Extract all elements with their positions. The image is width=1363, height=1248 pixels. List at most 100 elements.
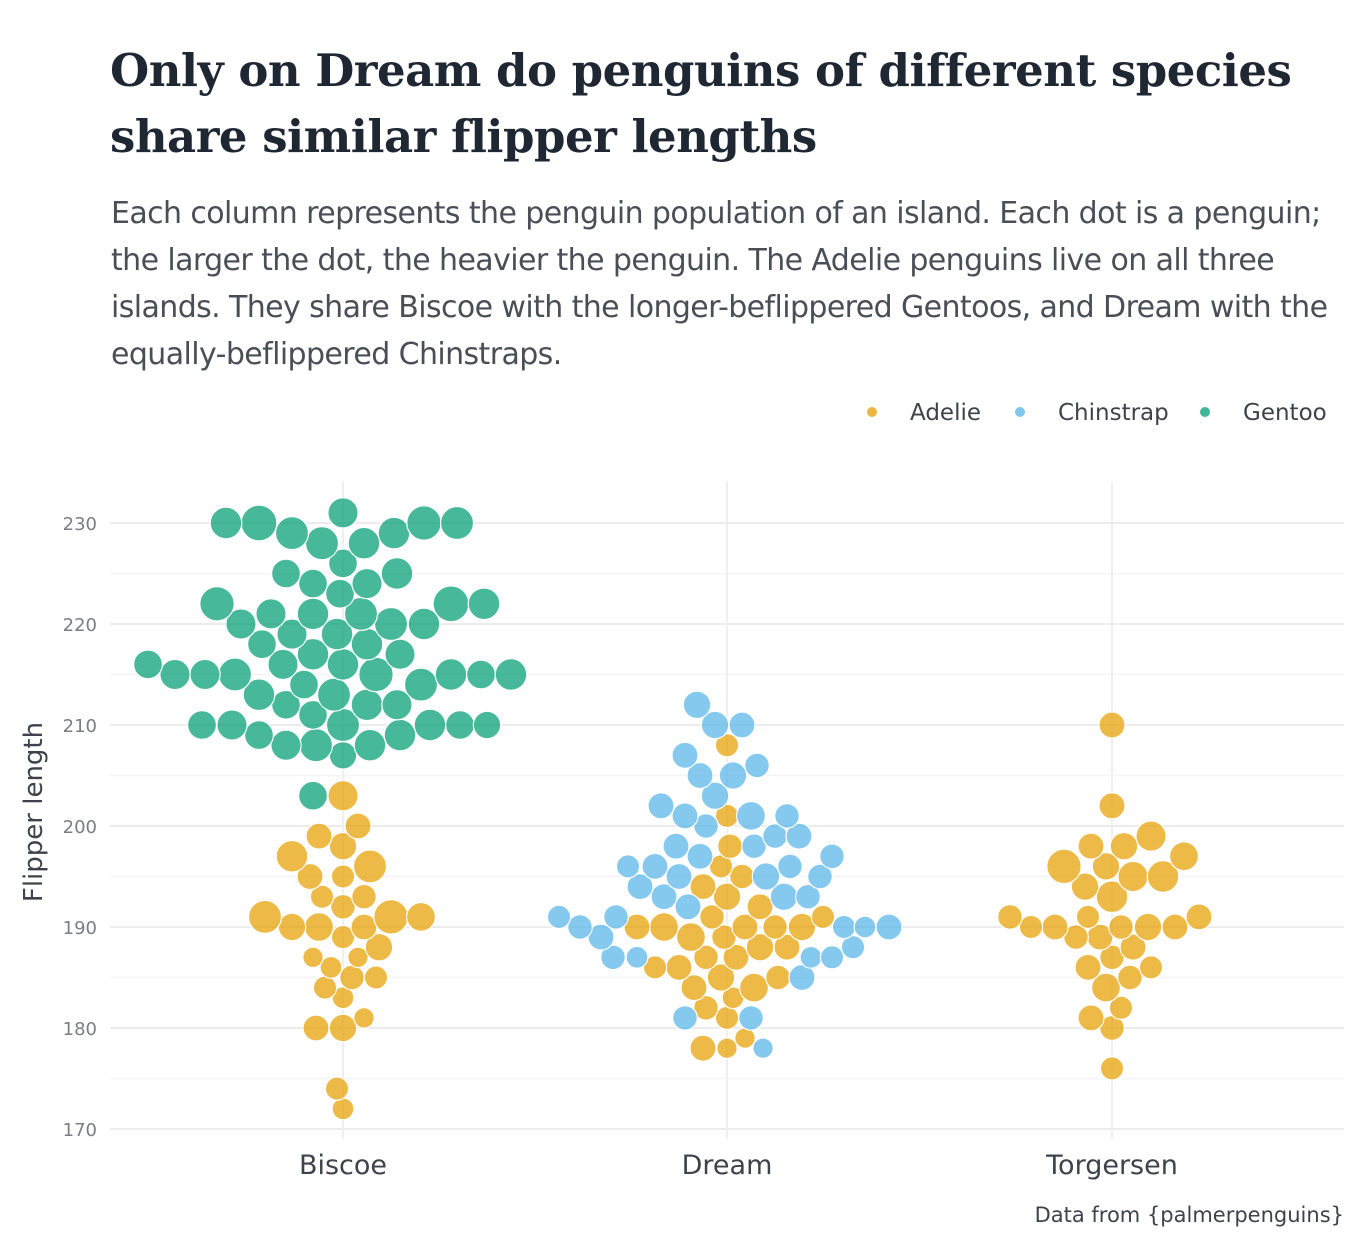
point-gentoo (494, 658, 528, 691)
point-chinstrap (777, 853, 803, 880)
point-adelie (309, 884, 335, 909)
point-adelie (1077, 832, 1105, 860)
point-adelie (1135, 820, 1167, 852)
point-gentoo (347, 526, 381, 560)
point-gentoo (296, 637, 330, 671)
x-axis-ticks: Biscoe Dream Torgersen (299, 1150, 1178, 1181)
point-gentoo (327, 497, 359, 529)
point-adelie (773, 933, 801, 961)
point-adelie (1146, 860, 1180, 893)
point-chinstrap (615, 854, 641, 879)
point-adelie (1075, 904, 1101, 930)
point-chinstrap (603, 904, 629, 930)
point-gentoo (244, 720, 275, 751)
point-chinstrap (744, 752, 770, 779)
point-chinstrap (799, 945, 823, 969)
legend-label-gentoo: Gentoo (1243, 400, 1327, 426)
chart-subtitle: Each column represents the penguin popul… (111, 196, 1328, 372)
point-adelie (1090, 972, 1121, 1003)
point-adelie (648, 911, 679, 942)
point-gentoo (242, 678, 276, 712)
point-gentoo (216, 709, 248, 741)
y-tick-label: 180 (63, 1019, 97, 1040)
point-adelie (363, 965, 389, 990)
point-gentoo (373, 606, 409, 642)
point-adelie (693, 944, 719, 971)
legend-swatch-adelie (867, 407, 877, 417)
point-gentoo (316, 677, 352, 712)
point-gentoo (328, 740, 358, 770)
point-adelie (997, 904, 1023, 930)
point-adelie (738, 972, 769, 1003)
point-adelie (330, 864, 356, 889)
point-adelie (1138, 955, 1164, 980)
point-gentoo (133, 649, 164, 680)
point-adelie (331, 986, 355, 1010)
point-chinstrap (650, 883, 678, 911)
point-chinstrap (795, 883, 821, 910)
point-adelie (1108, 914, 1134, 940)
y-tick-label: 230 (63, 514, 97, 535)
caption: Data from {palmerpenguins} (1035, 1203, 1344, 1227)
point-adelie (327, 780, 359, 812)
point-adelie (680, 973, 708, 1002)
point-adelie (1109, 831, 1139, 861)
point-chinstrap (641, 852, 669, 881)
point-chinstrap (853, 915, 877, 939)
point-gentoo (189, 658, 221, 691)
point-gentoo (209, 506, 243, 540)
point-adelie (330, 924, 356, 950)
point-chinstrap (686, 761, 714, 790)
point-adelie (706, 963, 736, 992)
point-gentoo (159, 658, 191, 691)
point-adelie (762, 914, 788, 940)
point-chinstrap (785, 822, 813, 850)
y-axis-title: Flipper length (19, 722, 49, 902)
point-chinstrap (718, 761, 748, 790)
point-gentoo (384, 638, 416, 671)
point-adelie (1099, 1056, 1125, 1081)
x-tick-label: Biscoe (299, 1150, 387, 1181)
point-gentoo (274, 515, 310, 551)
point-adelie (1046, 848, 1082, 885)
point-adelie (319, 955, 343, 979)
point-gentoo (271, 558, 302, 589)
point-chinstrap (671, 741, 699, 769)
point-gentoo (296, 597, 330, 631)
point-chinstrap (738, 1005, 764, 1031)
point-adelie (302, 1014, 330, 1042)
point-adelie (304, 911, 335, 942)
point-chinstrap (700, 781, 730, 810)
point-chinstrap (626, 872, 654, 901)
point-gentoo (247, 629, 278, 660)
point-gentoo (320, 617, 354, 651)
point-gentoo (328, 548, 359, 579)
point-adelie (364, 932, 394, 962)
point-gentoo (298, 699, 329, 730)
chart-title: Only on Dream do penguins of different s… (110, 44, 1292, 163)
point-gentoo (240, 504, 278, 542)
point-gentoo (467, 587, 501, 621)
point-gentoo (225, 608, 257, 640)
point-gentoo (304, 526, 340, 561)
point-chinstrap (788, 963, 816, 992)
point-chinstrap (807, 863, 833, 890)
point-adelie (746, 893, 774, 921)
point-chinstrap (831, 914, 857, 940)
point-chinstrap (751, 862, 781, 891)
point-adelie (406, 901, 437, 932)
point-adelie (665, 953, 693, 982)
point-adelie (275, 839, 309, 873)
point-adelie (1091, 852, 1121, 881)
point-adelie (331, 1097, 355, 1121)
point-adelie (347, 946, 369, 969)
point-adelie (277, 912, 307, 942)
point-gentoo (472, 710, 502, 740)
point-gentoo (380, 557, 414, 590)
point-gentoo (434, 658, 468, 691)
point-chinstrap (819, 945, 845, 970)
point-gentoo (298, 568, 329, 599)
point-adelie (1117, 860, 1149, 893)
point-chinstrap (600, 944, 626, 971)
point-gentoo (350, 688, 384, 722)
